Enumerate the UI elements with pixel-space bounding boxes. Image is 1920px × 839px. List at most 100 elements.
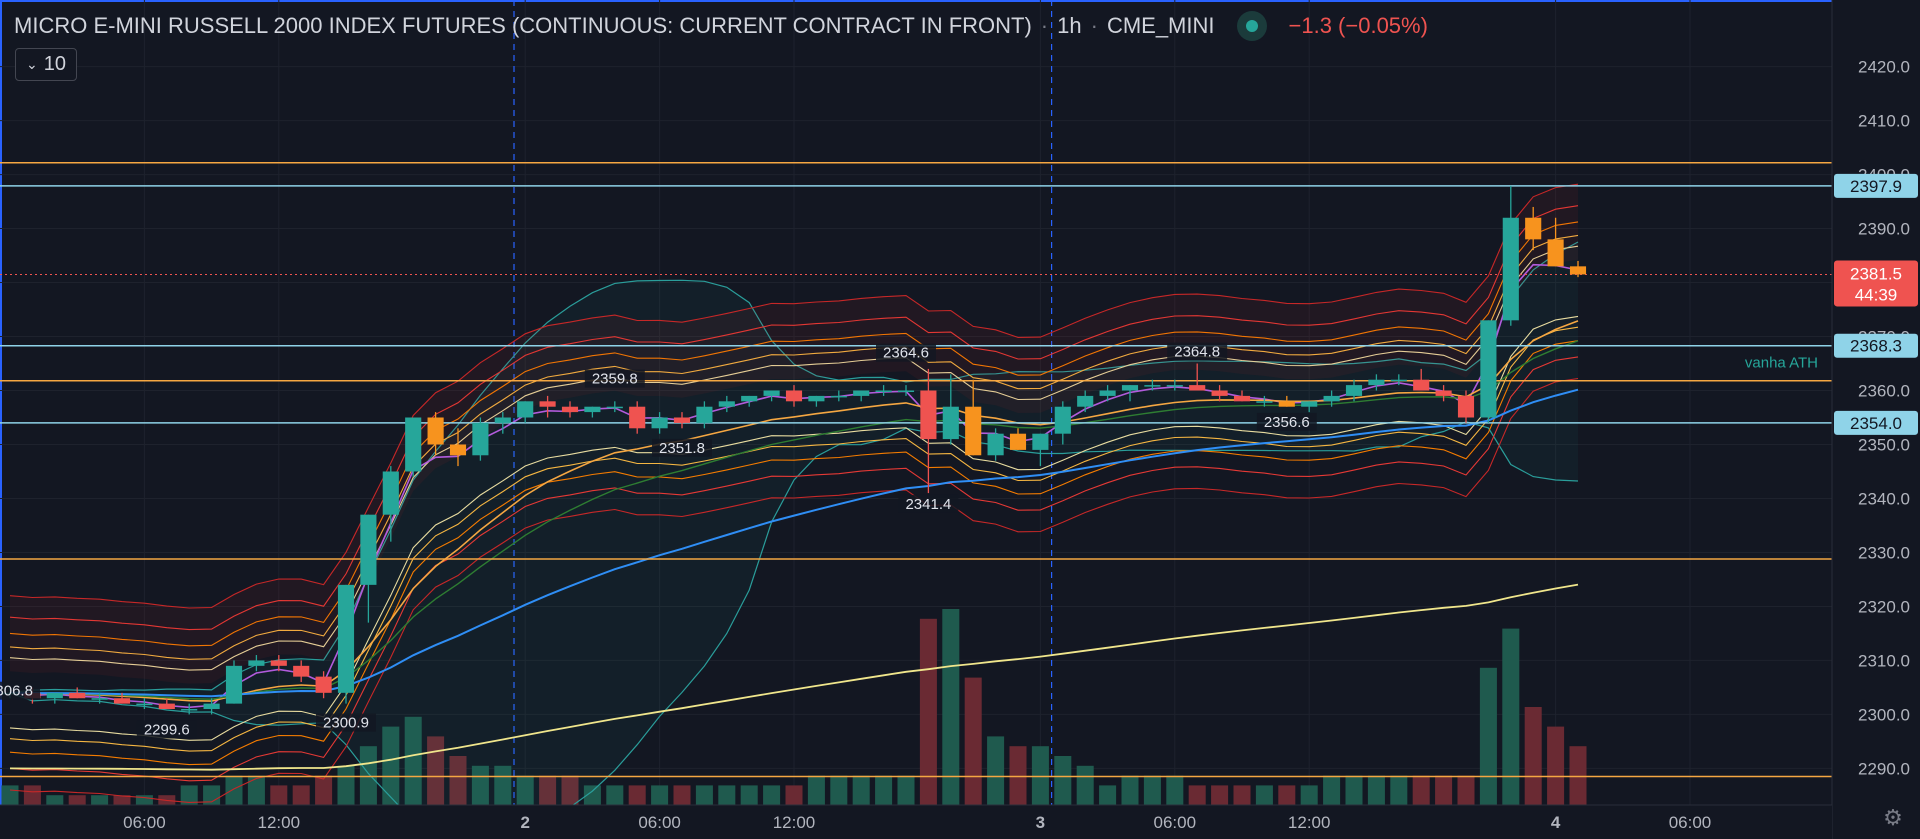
candle-body[interactable] bbox=[1301, 401, 1318, 407]
volume-bar bbox=[516, 775, 534, 805]
candle-body[interactable] bbox=[293, 665, 310, 677]
candle-body[interactable] bbox=[1525, 217, 1542, 240]
candle-body[interactable] bbox=[561, 406, 579, 413]
volume-bar bbox=[740, 785, 758, 805]
candle-body[interactable] bbox=[203, 703, 220, 710]
price-axis-tick: 2300.0 bbox=[1858, 705, 1910, 724]
candle-body[interactable] bbox=[225, 665, 243, 704]
candle-body[interactable] bbox=[920, 390, 937, 440]
candle-body[interactable] bbox=[1278, 401, 1295, 407]
volume-bar bbox=[46, 795, 64, 805]
candle-body[interactable] bbox=[718, 401, 735, 407]
candle-body[interactable] bbox=[830, 395, 847, 398]
candle-body[interactable] bbox=[1077, 395, 1094, 407]
candle-body[interactable] bbox=[1054, 406, 1071, 434]
candle-body[interactable] bbox=[987, 433, 1004, 456]
candle-body[interactable] bbox=[808, 395, 825, 402]
volume-bar bbox=[1435, 775, 1453, 805]
candle-body[interactable] bbox=[696, 406, 713, 423]
candle-body[interactable] bbox=[1211, 390, 1228, 396]
candle-body[interactable] bbox=[158, 703, 175, 710]
candle-body[interactable] bbox=[1569, 266, 1587, 275]
candle-body[interactable] bbox=[517, 401, 534, 418]
candle-body[interactable] bbox=[1233, 395, 1251, 402]
candle-body[interactable] bbox=[584, 406, 601, 413]
candle-body[interactable] bbox=[136, 703, 153, 706]
volume-bar bbox=[1099, 785, 1117, 805]
candle-body[interactable] bbox=[942, 406, 959, 440]
candle-body[interactable] bbox=[606, 406, 623, 409]
candle-body[interactable] bbox=[1390, 379, 1407, 382]
candle-body[interactable] bbox=[897, 390, 915, 393]
volume-bar bbox=[583, 785, 601, 805]
symbol-title[interactable]: MICRO E-MINI RUSSELL 2000 INDEX FUTURES … bbox=[14, 13, 1032, 38]
price-annotation: 2341.4 bbox=[905, 496, 951, 513]
candle-body[interactable] bbox=[1413, 379, 1430, 391]
volume-bar bbox=[1255, 785, 1273, 805]
candle-body[interactable] bbox=[181, 709, 198, 711]
interval-label[interactable]: 1h bbox=[1057, 13, 1082, 38]
volume-bar bbox=[23, 785, 41, 805]
candle-body[interactable] bbox=[673, 417, 691, 423]
candle-body[interactable] bbox=[270, 660, 287, 666]
volume-bar bbox=[964, 677, 982, 805]
candle-body[interactable] bbox=[248, 660, 265, 666]
volume-bar bbox=[1345, 775, 1363, 805]
candle-body[interactable] bbox=[337, 584, 355, 693]
candle-body[interactable] bbox=[741, 395, 758, 402]
candle-body[interactable] bbox=[651, 417, 668, 429]
volume-bar bbox=[494, 765, 512, 805]
candle-body[interactable] bbox=[405, 417, 422, 472]
volume-bar bbox=[247, 775, 265, 805]
candle-body[interactable] bbox=[1166, 385, 1183, 387]
candle-body[interactable] bbox=[965, 406, 982, 456]
candle-body[interactable] bbox=[449, 444, 467, 456]
candle-body[interactable] bbox=[1368, 379, 1385, 386]
candle-body[interactable] bbox=[1435, 390, 1452, 396]
candle-body[interactable] bbox=[1099, 390, 1116, 396]
volume-bar bbox=[1233, 785, 1251, 805]
candle-body[interactable] bbox=[1189, 385, 1206, 391]
candle-body[interactable] bbox=[494, 417, 511, 423]
volume-bar bbox=[561, 775, 579, 805]
candle-body[interactable] bbox=[1547, 239, 1564, 267]
candle-body[interactable] bbox=[427, 417, 444, 445]
candle-body[interactable] bbox=[763, 390, 780, 396]
candle-body[interactable] bbox=[472, 422, 489, 456]
candle-body[interactable] bbox=[1121, 385, 1139, 391]
candle-body[interactable] bbox=[539, 401, 556, 407]
candle-body[interactable] bbox=[1457, 395, 1475, 418]
volume-bar bbox=[359, 746, 377, 805]
indicators-toggle-button[interactable]: ⌄ 10 bbox=[15, 48, 77, 81]
candle-body[interactable] bbox=[382, 471, 399, 515]
candle-body[interactable] bbox=[853, 390, 870, 396]
level-price-tag[interactable] bbox=[1834, 333, 1918, 358]
volume-bar bbox=[919, 618, 937, 805]
candle-body[interactable] bbox=[1256, 401, 1273, 403]
level-price-tag[interactable] bbox=[1834, 410, 1918, 435]
candle-body[interactable] bbox=[1032, 433, 1049, 450]
candle-body[interactable] bbox=[69, 692, 86, 699]
ema-yellow-line bbox=[9, 583, 1579, 771]
candle-body[interactable] bbox=[91, 698, 108, 700]
candle-body[interactable] bbox=[1345, 385, 1363, 396]
candle-body[interactable] bbox=[785, 390, 803, 402]
candle-body[interactable] bbox=[629, 406, 646, 429]
candle-body[interactable] bbox=[1009, 433, 1027, 450]
candle-body[interactable] bbox=[1480, 320, 1497, 418]
volume-bar bbox=[270, 785, 288, 805]
candle-body[interactable] bbox=[46, 692, 63, 699]
gear-icon[interactable]: ⚙ bbox=[1883, 805, 1903, 830]
volume-bar bbox=[807, 775, 825, 805]
candle-body[interactable] bbox=[1323, 395, 1340, 402]
candle-body[interactable] bbox=[315, 676, 332, 693]
candle-body[interactable] bbox=[113, 698, 131, 704]
candle-body[interactable] bbox=[1502, 217, 1519, 321]
time-axis[interactable] bbox=[0, 805, 1832, 839]
level-price-tag[interactable] bbox=[1834, 173, 1918, 198]
candle-body[interactable] bbox=[360, 514, 377, 585]
candle-body[interactable] bbox=[875, 390, 892, 393]
candle-body[interactable] bbox=[1144, 385, 1161, 387]
